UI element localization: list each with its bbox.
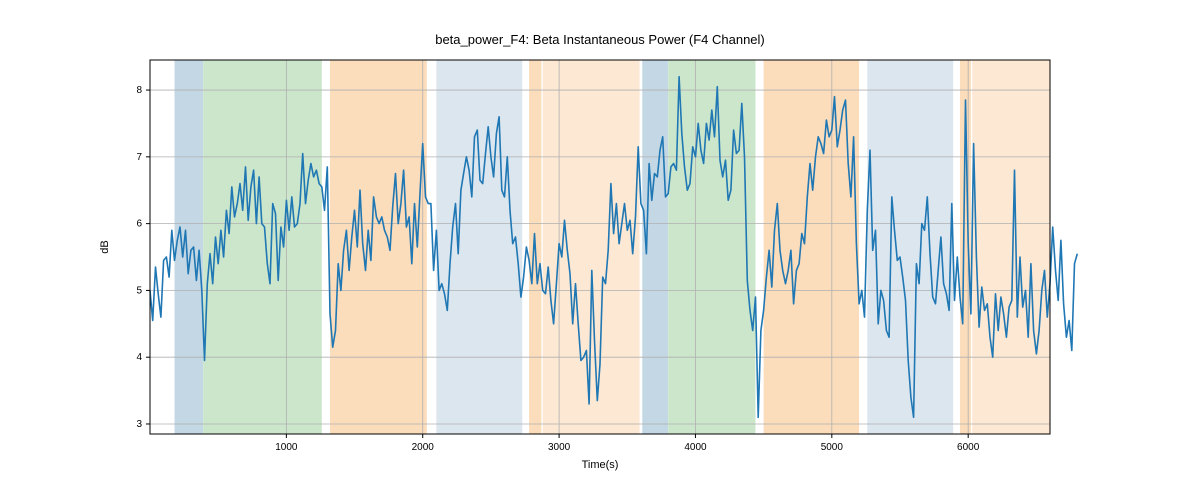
y-axis-label: dB [99,240,111,253]
time-band [764,60,859,434]
x-tick-label: 1000 [275,442,298,453]
chart-container: 1000 2000 3000 4000 5000 6000 3 4 5 6 7 8 Time(s) dB b… [0,0,1200,500]
y-tick-label: 4 [136,352,142,363]
y-tick-label: 8 [136,85,142,96]
time-band [972,60,1050,434]
chart-svg: 1000 2000 3000 4000 5000 6000 3 4 5 6 7 8 Time(s) dB b… [0,0,1200,500]
y-tick-label: 7 [136,152,142,163]
time-band [203,60,322,434]
time-band [175,60,204,434]
x-tick-label: 6000 [957,442,980,453]
x-axis-label: Time(s) [582,459,619,471]
x-tick-label: 3000 [548,442,571,453]
chart-title: beta_power_F4: Beta Instantaneous Power … [435,32,765,47]
y-tick-label: 5 [136,285,142,296]
y-tick-label: 6 [136,219,142,230]
time-band [436,60,522,434]
x-tick-label: 2000 [412,442,435,453]
x-tick-label: 5000 [821,442,844,453]
x-tick-label: 4000 [684,442,707,453]
time-band [543,60,640,434]
y-tick-label: 3 [136,419,142,430]
